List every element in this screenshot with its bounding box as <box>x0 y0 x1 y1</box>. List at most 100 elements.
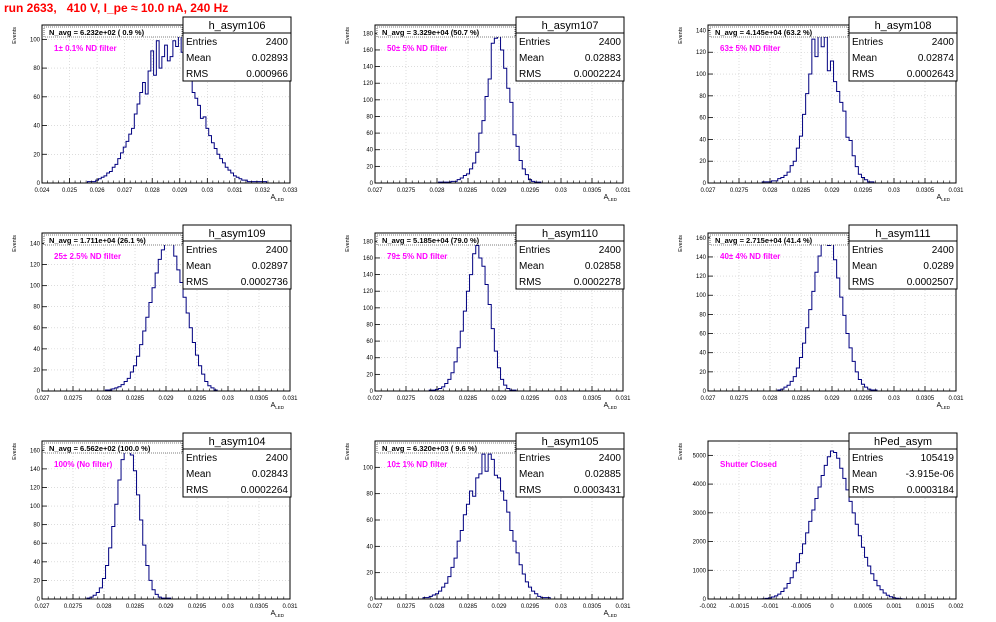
histogram-bin <box>840 102 843 183</box>
x-axis: 0.027 0.0275 0.028 0.0285 0.029 0.0295 0.03 0.0… <box>367 594 631 610</box>
histogram-bin <box>209 136 212 183</box>
y-tick-label: 1000 <box>693 568 707 574</box>
histogram-bin <box>451 373 454 391</box>
stats-label-mean: Mean <box>186 53 211 64</box>
y-tick-label: 0 <box>370 181 374 187</box>
histogram-line <box>105 236 218 391</box>
x-tick-label: 0.0275 <box>397 604 416 610</box>
histogram-bin <box>849 501 852 599</box>
y-tick-label: 40 <box>699 137 706 143</box>
histogram-bin <box>143 545 146 599</box>
x-tick-label: 0.028 <box>429 396 445 402</box>
x-tick-label: 0.0285 <box>792 396 811 402</box>
stats-value-entries: 2400 <box>266 245 289 256</box>
stats-title: h_asym106 <box>209 20 266 32</box>
x-tick-label: -0.0015 <box>729 604 750 610</box>
stats-box: h_asym109 Entries 2400 Mean 0.02897 RMS 0.0002… <box>182 224 292 290</box>
stats-label-rms: RMS <box>519 69 542 80</box>
histogram-h_asym111: 0.027 0.0275 0.028 0.0285 0.029 0.0295 0.03 0.0… <box>678 224 964 410</box>
filter-label: 1± 0.1% ND filter <box>54 44 117 53</box>
stats-value-entries: 2400 <box>599 245 622 256</box>
x-tick-label: 0.0285 <box>459 188 478 194</box>
stats-value-entries: 2400 <box>932 37 955 48</box>
stats-title: hPed_asym <box>874 436 932 448</box>
histogram-bin <box>454 558 457 599</box>
stats-title: h_asym110 <box>542 228 598 240</box>
stats-label-entries: Entries <box>852 453 883 464</box>
histogram-bin <box>457 541 460 599</box>
histogram-bin <box>146 317 149 391</box>
histogram-bin <box>199 366 202 391</box>
histogram-bin <box>507 512 510 599</box>
histogram-bin <box>806 533 809 599</box>
y-tick-label: 140 <box>30 467 41 473</box>
x-tick-label: 0.029 <box>158 396 174 402</box>
histogram-h_asym110: 0.027 0.0275 0.028 0.0285 0.029 0.0295 0.03 0.0… <box>345 224 631 410</box>
y-tick-label: 60 <box>33 541 40 547</box>
histogram-bin <box>821 243 824 391</box>
histogram-bin <box>803 544 806 599</box>
histogram-h_asym107: 0.027 0.0275 0.028 0.0285 0.029 0.0295 0.03 0.0… <box>345 16 631 202</box>
y-tick-label: 100 <box>696 72 707 78</box>
y-tick-label: 20 <box>366 164 373 170</box>
y-axis: 0 20 40 60 80 100 <box>30 37 47 187</box>
stats-value-mean: 0.02883 <box>585 53 622 64</box>
y-tick-label: 140 <box>363 65 374 71</box>
x-axis-label: ALED <box>604 610 618 618</box>
y-tick-label: 180 <box>363 239 374 245</box>
y-axis: 0 20 40 60 80 100 120 140 <box>696 28 713 187</box>
histogram-hPed_asym: -0.002 -0.0015 -0.001 -0.0005 0 0.0005 0.001 0.… <box>678 432 964 610</box>
histogram-bin <box>840 468 843 599</box>
histogram-bin <box>195 355 198 391</box>
stats-value-mean: 0.02893 <box>252 53 289 64</box>
histogram-bin <box>106 566 109 599</box>
y-tick-label: 4000 <box>693 482 707 488</box>
y-tick-label: 80 <box>33 305 40 311</box>
histogram-bin <box>837 278 840 391</box>
x-tick-label: 0.03 <box>222 396 234 402</box>
histogram-line <box>422 453 551 599</box>
x-tick-label: 0.028 <box>762 396 778 402</box>
x-tick-label: 0.0295 <box>521 396 540 402</box>
x-axis: 0.027 0.0275 0.028 0.0285 0.029 0.0295 0.03 0.0… <box>367 386 631 402</box>
histogram-bin <box>112 527 115 599</box>
x-axis-label: ALED <box>271 194 285 202</box>
histogram-bin <box>140 93 143 183</box>
x-tick-label: 0.002 <box>948 604 964 610</box>
y-axis: 0 20 40 60 80 100 120 140 160 <box>30 448 47 603</box>
stats-value-mean: 0.02897 <box>252 261 289 272</box>
histogram-bin <box>525 582 528 599</box>
stats-frame <box>515 16 625 82</box>
stats-label-rms: RMS <box>186 485 209 496</box>
histogram-bin <box>874 580 877 599</box>
stats-frame <box>848 224 958 290</box>
y-tick-label: 40 <box>366 356 373 362</box>
x-tick-label: 0.0295 <box>521 604 540 610</box>
histogram-bin <box>451 567 454 599</box>
x-tick-label: 0.0305 <box>916 396 935 402</box>
stats-value-mean: 0.0289 <box>923 261 954 272</box>
navg-label: N_avg = 6.232e+02 ( 0.9 %) <box>49 28 145 37</box>
histogram-bin <box>815 57 818 183</box>
stats-label-entries: Entries <box>519 245 550 256</box>
x-tick-label: -0.0005 <box>791 604 812 610</box>
x-tick-label: 0.026 <box>90 188 106 194</box>
y-axis-label: Events <box>678 443 684 460</box>
histogram-bin <box>494 475 497 599</box>
stats-label-rms: RMS <box>186 69 209 80</box>
histogram-bin <box>448 577 451 599</box>
histogram-bin <box>491 459 494 599</box>
histogram-bin <box>189 328 192 391</box>
histogram-bin <box>126 141 129 183</box>
histogram-bin <box>109 548 112 599</box>
histogram-bin <box>206 128 209 183</box>
histogram-bin <box>143 331 146 391</box>
histogram-bin <box>121 460 124 599</box>
histogram-bin <box>861 547 864 599</box>
y-tick-label: 2000 <box>693 540 707 546</box>
histogram-bin <box>522 574 525 599</box>
stats-label-mean: Mean <box>519 53 544 64</box>
y-tick-label: 80 <box>366 114 373 120</box>
histogram-pad-h_asym107: 0.027 0.0275 0.028 0.0285 0.029 0.0295 0.03 0.0… <box>333 0 663 205</box>
histogram-bin <box>149 303 152 391</box>
